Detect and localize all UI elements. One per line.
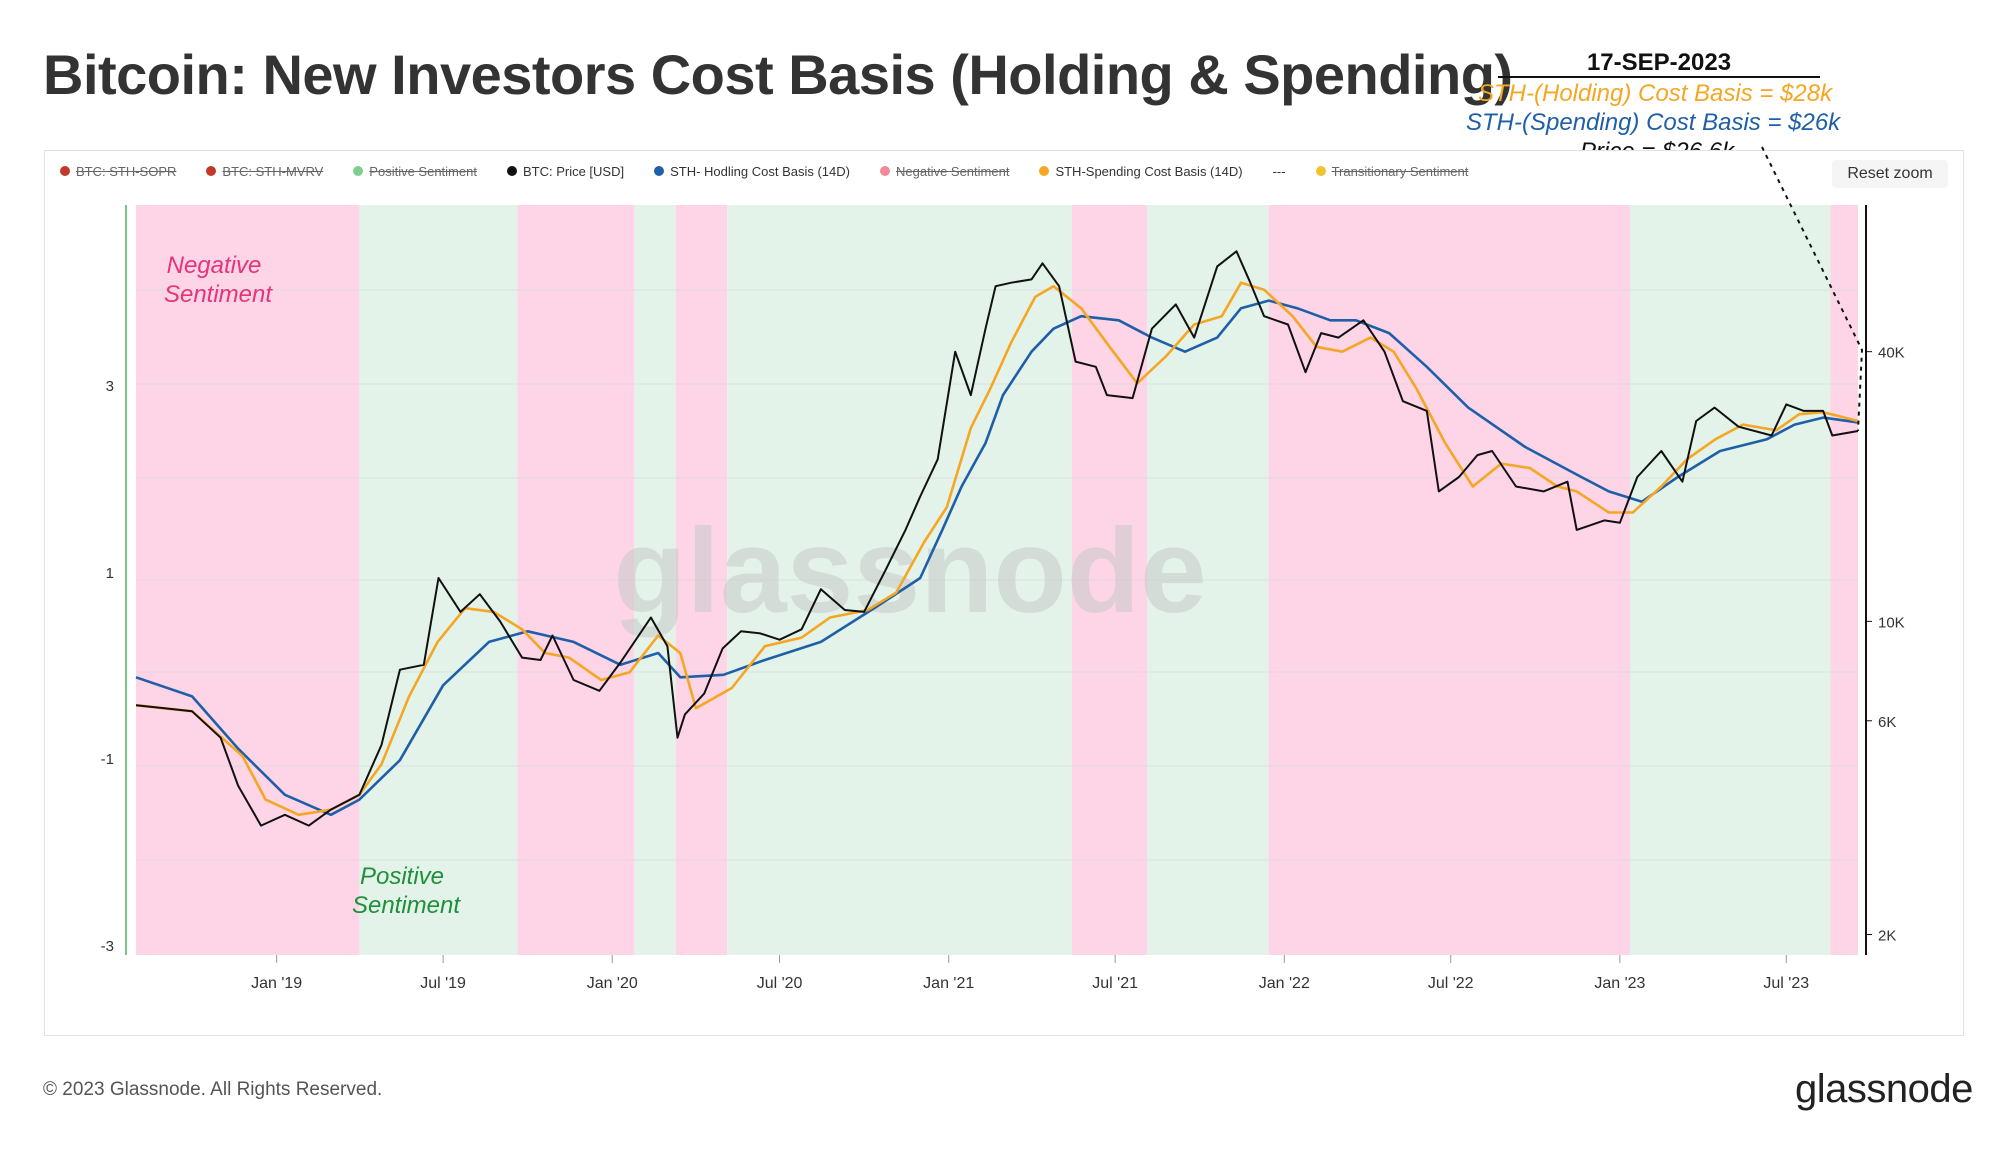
chart-panel xyxy=(44,150,1964,1036)
legend-item[interactable]: --- xyxy=(1273,164,1286,179)
legend-item-label: BTC: Price [USD] xyxy=(522,163,625,179)
legend-item-label: BTC: STH-MVRV xyxy=(222,163,324,179)
legend-item[interactable]: BTC: STH-MVRV xyxy=(206,164,323,179)
legend-item[interactable]: BTC: Price [USD] xyxy=(506,163,625,179)
brand-logo: glassnode xyxy=(1795,1067,1973,1111)
legend-item[interactable]: STH-Spending Cost Basis (14D) xyxy=(1039,163,1243,179)
annotation-holding-cost-basis: STH-(Holding) Cost Basis = $28k xyxy=(1478,80,1833,107)
legend-item-label: Transitionary Sentiment xyxy=(1331,163,1469,179)
legend-item-label: Positive Sentiment xyxy=(369,163,477,179)
chart-legend: BTC: STH-SOPR BTC: STH-MVRV Positive Senti… xyxy=(60,161,1498,181)
legend-marker-icon xyxy=(353,166,364,176)
legend-marker-icon xyxy=(506,166,517,176)
legend-item-label: STH-Spending Cost Basis (14D) xyxy=(1055,163,1243,179)
legend-item[interactable]: STH- Hodling Cost Basis (14D) xyxy=(654,164,850,179)
legend-item-label: BTC: STH-SOPR xyxy=(76,163,177,179)
page-title: Bitcoin: New Investors Cost Basis (Holdi… xyxy=(43,43,1513,106)
legend-item[interactable]: Negative Sentiment xyxy=(879,163,1010,179)
legend-item[interactable]: BTC: STH-SOPR xyxy=(60,164,176,179)
legend-marker-icon xyxy=(1315,166,1326,176)
legend-marker-icon xyxy=(206,166,217,176)
legend-item-label: --- xyxy=(1272,163,1286,179)
annotation-date: 17-SEP-2023 xyxy=(1498,50,1820,78)
legend-item-label: STH- Hodling Cost Basis (14D) xyxy=(670,163,850,179)
legend-item[interactable]: Positive Sentiment xyxy=(353,164,477,179)
annotation-spending-cost-basis: STH-(Spending) Cost Basis = $26k xyxy=(1466,109,1841,136)
legend-item-label: Negative Sentiment xyxy=(895,163,1010,179)
legend-marker-icon xyxy=(654,166,665,176)
reset-zoom-button[interactable]: Reset zoom xyxy=(1832,160,1948,188)
legend-marker-icon xyxy=(879,166,890,176)
legend-marker-icon xyxy=(60,166,70,176)
legend-marker-icon xyxy=(1039,166,1050,176)
legend-item[interactable]: Transitionary Sentiment xyxy=(1315,163,1469,179)
copyright: © 2023 Glassnode. All Rights Reserved. xyxy=(43,1079,383,1100)
